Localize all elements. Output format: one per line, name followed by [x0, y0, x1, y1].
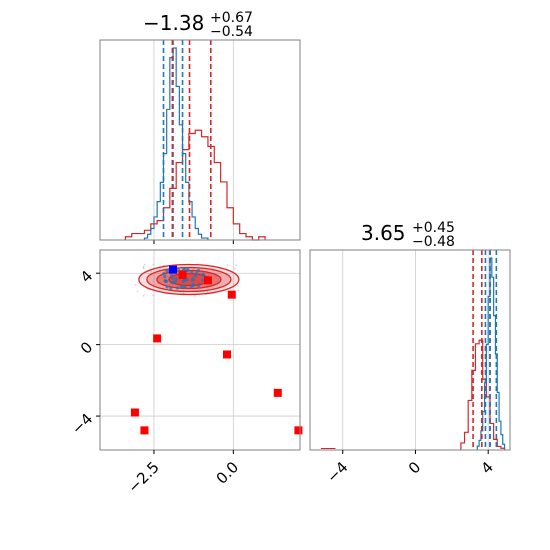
marginal-param1-panel: [99, 39, 301, 244]
faint-sample-point: [235, 264, 238, 267]
x-tick-label: 0.0: [213, 458, 243, 488]
blue-sample-point: [197, 284, 201, 288]
faint-sample-point: [237, 289, 239, 292]
blue-sample-point: [163, 279, 167, 283]
faint-sample-point: [136, 290, 139, 293]
blue-sample-point: [174, 277, 178, 281]
x-tick-label: 0: [405, 458, 424, 477]
blue-sample-point: [165, 285, 169, 289]
red-marker: [273, 388, 282, 397]
red-marker: [153, 334, 162, 343]
faint-sample-point: [225, 290, 227, 293]
joint-frame: [99, 249, 301, 451]
marginal-param1-frame: [99, 39, 301, 241]
blue-sample-point: [181, 279, 185, 283]
blue-sample-point: [183, 285, 188, 289]
blue-sample-point: [169, 286, 173, 290]
faint-sample-point: [150, 270, 153, 273]
red-histogram-param2: [460, 339, 506, 450]
blue-sample-point: [173, 279, 178, 283]
faint-sample-point: [234, 267, 236, 270]
title-param2: 3.65: [361, 221, 406, 245]
faint-sample-point: [214, 274, 217, 277]
x-tick-label: −2.5: [124, 458, 162, 496]
faint-sample-point: [226, 264, 229, 267]
faint-sample-point: [142, 265, 145, 268]
title-param2-plus: +0.45: [412, 220, 455, 236]
blue-sample-point: [201, 278, 205, 282]
red-marker: [203, 276, 212, 285]
blue-sample-point: [191, 283, 196, 287]
blue-sample-point: [195, 271, 199, 275]
title-param1-minus: −0.54: [210, 24, 253, 40]
faint-sample-point: [143, 263, 146, 266]
blue-sample-point: [190, 270, 194, 274]
marginal-param2-frame: [309, 249, 511, 451]
blue-sample-point: [181, 285, 185, 289]
title-param1-plus: +0.67: [210, 10, 253, 26]
faint-sample-point: [207, 274, 210, 277]
blue-sample-point: [162, 271, 166, 276]
faint-sample-point: [142, 267, 145, 270]
blue-sample-point: [163, 274, 167, 279]
blue-sample-point: [170, 276, 174, 280]
red-marker: [227, 290, 236, 299]
y-tick-label: 4: [77, 267, 96, 286]
y-tick-label: −4: [68, 410, 96, 438]
x-tick-label: 4: [478, 458, 497, 477]
faint-sample-point: [237, 285, 239, 287]
blue-sample-point: [196, 268, 201, 273]
blue-histogram-param1: [143, 47, 209, 240]
red-marker: [130, 408, 139, 417]
y-tick-label: 0: [77, 338, 96, 357]
faint-sample-point: [142, 294, 145, 297]
red-marker: [178, 271, 187, 279]
blue-sample-point: [182, 267, 186, 271]
blue-sample-point: [175, 286, 180, 290]
faint-sample-point: [193, 294, 196, 297]
title-param1-median: −1.38: [143, 11, 204, 35]
faint-sample-point: [152, 263, 155, 266]
blue-sample-point: [170, 280, 174, 285]
blue-sample-point: [176, 268, 181, 272]
faint-sample-point: [152, 294, 155, 297]
blue-sample-point: [170, 273, 174, 278]
blue-sample-point: [193, 274, 197, 278]
red-marker: [140, 426, 149, 435]
title-param1: −1.38: [143, 11, 204, 35]
title-param2-median: 3.65: [361, 221, 406, 245]
blue-sample-point: [201, 272, 205, 276]
blue-marker: [169, 265, 178, 274]
red-marker: [222, 350, 231, 359]
faint-sample-point: [171, 284, 174, 287]
red-marker: [294, 426, 303, 435]
joint-panel: −2.5 0.0 −4 0 4: [68, 249, 303, 497]
blue-sample-point: [190, 279, 195, 283]
x-tick-label: −4: [323, 458, 351, 486]
blue-sample-point: [186, 267, 190, 271]
faint-sample-point: [157, 282, 160, 285]
title-param2-minus: −0.48: [412, 234, 455, 250]
faint-sample-point: [134, 283, 137, 286]
marginal-param2-panel: −4 0 4: [309, 249, 511, 486]
faint-sample-point: [168, 284, 171, 286]
